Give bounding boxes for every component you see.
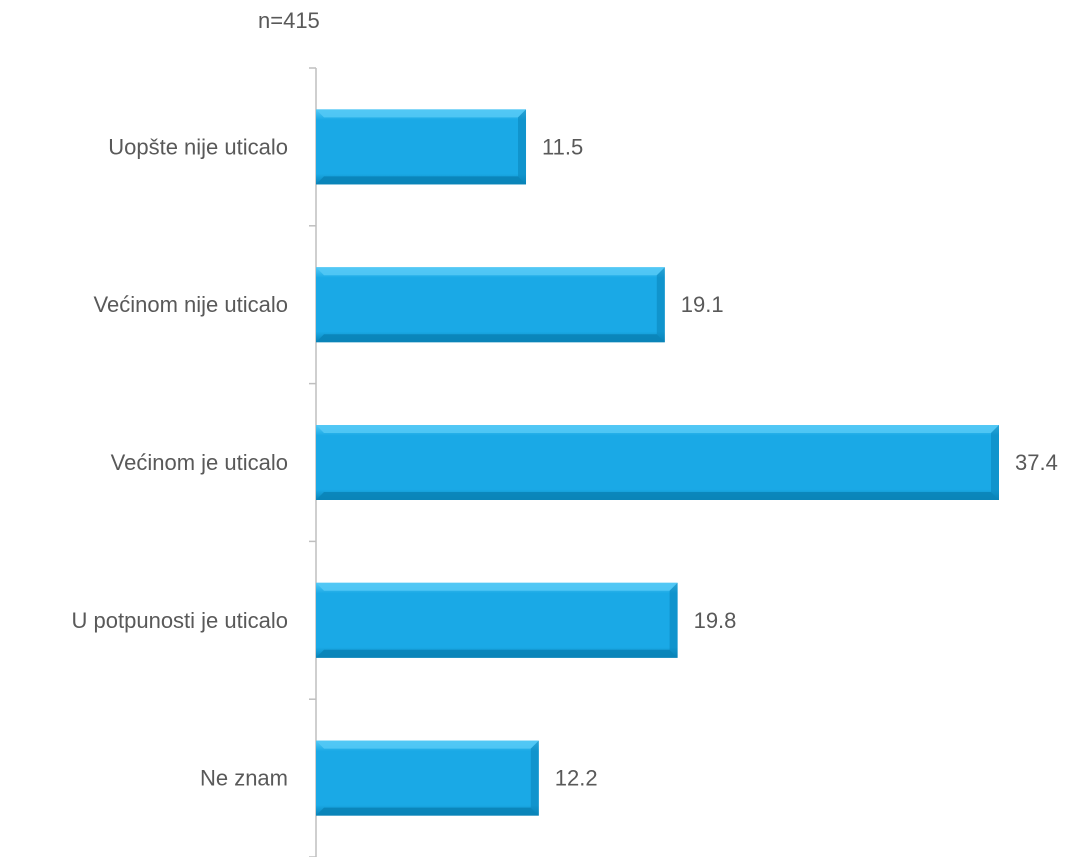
sample-size-note: n=415 (258, 8, 320, 33)
bar-bevel-bottom (316, 807, 539, 816)
bar (316, 425, 999, 500)
bar-bevel-top (316, 582, 678, 591)
bar-bevel-top (316, 109, 527, 118)
bar-rect (316, 582, 678, 658)
bar-bevel-bottom (316, 492, 999, 500)
category-label: Većinom nije uticalo (94, 292, 288, 317)
value-label: 19.1 (681, 292, 724, 317)
value-label: 11.5 (542, 134, 583, 159)
value-label: 12.2 (555, 766, 598, 791)
bar-rect (316, 267, 665, 343)
bar (316, 267, 665, 343)
category-label: Većinom je uticalo (111, 450, 288, 475)
category-label: U potpunosti je uticalo (72, 608, 288, 633)
bar-rect (316, 109, 527, 185)
bar-bevel-right (656, 267, 665, 343)
bar (316, 109, 527, 185)
bar-rect (316, 740, 539, 816)
bar-bevel-top (316, 740, 539, 749)
bar-bevel-top (316, 425, 999, 433)
bar (316, 582, 678, 658)
bar-bevel-bottom (316, 649, 678, 658)
value-label: 19.8 (694, 608, 737, 633)
bar (316, 740, 539, 816)
bar-bevel-right (518, 109, 527, 185)
value-label: 37.4 (1015, 450, 1058, 475)
labels: Uopšte nije uticalo 11.5 Većinom nije utic… (72, 134, 1058, 790)
category-label: Ne znam (200, 766, 288, 791)
bar-bevel-right (669, 582, 678, 658)
bar-bevel-bottom (316, 176, 527, 185)
bars (316, 109, 999, 816)
category-label: Uopšte nije uticalo (108, 134, 288, 159)
bar-bevel-right (530, 740, 539, 816)
bar-bevel-right (991, 425, 999, 500)
y-axis (309, 67, 317, 857)
bar-bevel-bottom (316, 334, 665, 343)
bar-rect (316, 425, 999, 500)
bar-bevel-top (316, 267, 665, 276)
